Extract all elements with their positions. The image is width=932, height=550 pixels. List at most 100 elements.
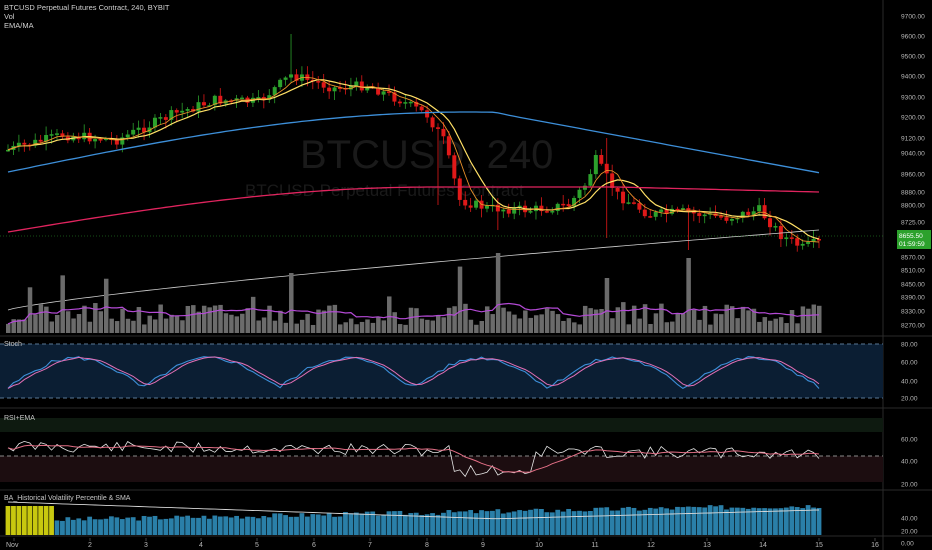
candle-body	[185, 109, 190, 111]
hvp-pane-title[interactable]: BA_Historical Volatility Percentile & SM…	[4, 495, 131, 502]
candle-body	[125, 134, 130, 138]
hvp-bar	[130, 517, 136, 535]
candle-body	[332, 87, 337, 92]
hvp-bar	[315, 514, 321, 535]
volume-bar	[648, 324, 653, 333]
hvp-bar	[604, 507, 610, 535]
hvp-bar	[446, 510, 452, 535]
hvp-bar	[261, 516, 267, 535]
stoch-d-line	[7, 356, 820, 389]
hvp-bar	[310, 514, 316, 535]
volume-bar	[196, 311, 202, 333]
volume-bar	[49, 321, 55, 333]
hvp-bar	[321, 515, 327, 535]
hvp-bar	[598, 507, 604, 535]
time-axis-label: 3	[144, 542, 148, 549]
volume-bar	[120, 308, 125, 333]
volume-bar	[555, 314, 561, 333]
hvp-bar	[642, 509, 648, 535]
volume-bar	[163, 318, 169, 333]
hvp-bar	[288, 516, 294, 535]
stoch-tick-label: 60.00	[901, 360, 918, 367]
volume-bar	[11, 319, 16, 333]
candle-body	[484, 205, 489, 209]
stoch-pane-title[interactable]: Stoch	[4, 341, 22, 348]
rsi-ema-line	[7, 444, 820, 473]
candle-body	[648, 216, 653, 218]
volume-bar	[631, 305, 637, 333]
volume-bar	[16, 319, 22, 333]
last-price-badge[interactable]	[897, 230, 931, 249]
hvp-bar	[539, 509, 544, 535]
hvp-bar	[277, 513, 283, 535]
hvp-bar	[125, 517, 131, 535]
time-axis-label: 5	[255, 542, 259, 549]
volume-bar	[218, 304, 223, 333]
candle-body	[637, 203, 642, 210]
hvp-bar	[685, 506, 691, 535]
ema-ma-label[interactable]: EMA/MA	[4, 21, 34, 30]
hvp-bar	[38, 506, 44, 535]
hvp-bar	[441, 512, 446, 535]
volume-bar	[642, 304, 648, 333]
volume-bar	[719, 314, 724, 333]
candle-body	[642, 209, 647, 217]
hvp-bar	[272, 513, 278, 535]
volume-bar	[621, 302, 626, 333]
vol-label[interactable]: Vol	[4, 12, 15, 21]
volume-bar	[463, 303, 468, 333]
hvp-bar	[70, 519, 76, 535]
hvp-bar	[664, 508, 669, 535]
volume-bar	[495, 253, 501, 333]
hvp-bar	[87, 516, 93, 535]
hvp-tick-label: 40.00	[901, 516, 918, 523]
hvp-bar	[332, 516, 337, 535]
volume-bar	[305, 313, 310, 333]
volume-bar	[256, 320, 261, 333]
volume-bar	[354, 324, 359, 333]
volume-bar	[245, 308, 250, 333]
hvp-bar	[762, 508, 767, 535]
hvp-bar	[544, 512, 550, 535]
hvp-bar	[582, 511, 588, 535]
candle-body	[136, 127, 141, 130]
volume-bar	[735, 318, 740, 333]
rsi-lower-zone	[0, 456, 883, 482]
volume-bar	[664, 322, 670, 333]
hvp-bar	[103, 518, 109, 535]
candle-body	[180, 110, 185, 113]
candle-body	[272, 87, 277, 96]
candle-body	[659, 209, 664, 212]
rsi-pane-title[interactable]: RSI+EMA	[4, 415, 35, 422]
price-tick-label: 9120.00	[901, 136, 925, 143]
volume-bar	[506, 311, 512, 333]
candle-body	[746, 211, 751, 215]
volume-bar	[539, 314, 544, 333]
volume-bar	[740, 306, 746, 333]
candle-body	[218, 95, 223, 104]
hvp-bar	[555, 509, 561, 535]
candle-body	[566, 204, 571, 207]
hvp-bar	[773, 508, 778, 535]
volume-bar	[98, 311, 104, 333]
candle-body	[664, 209, 669, 214]
hvp-bar	[636, 510, 642, 535]
price-tick-label: 8960.00	[901, 172, 925, 179]
hvp-bar	[392, 511, 397, 535]
volume-bar	[729, 306, 735, 333]
volume-bar	[517, 318, 523, 333]
hvp-bar	[76, 518, 82, 535]
last-price-value: 8655.50	[899, 233, 923, 240]
hvp-bar	[359, 513, 365, 535]
candle-body	[261, 97, 266, 100]
hvp-bar	[462, 511, 468, 535]
hvp-bar	[800, 508, 806, 535]
ma-white-line	[7, 229, 820, 311]
volume-bar	[817, 305, 822, 333]
hvp-bar	[457, 511, 463, 535]
volume-bar	[201, 305, 207, 333]
hvp-bar	[495, 509, 501, 535]
hvp-bar	[402, 514, 408, 535]
